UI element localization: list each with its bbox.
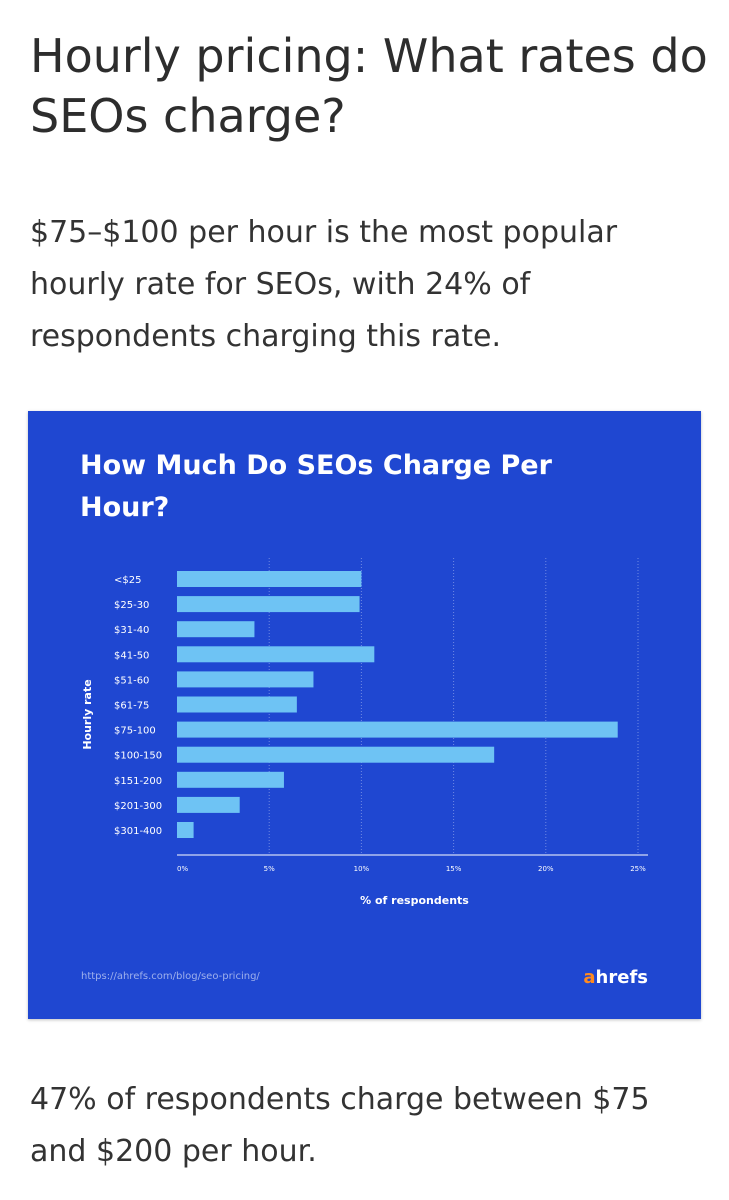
y-axis-title: Hourly rate bbox=[81, 679, 94, 749]
tick-label: 10% bbox=[354, 865, 370, 873]
category-label: $100-150 bbox=[114, 751, 162, 762]
bar-chart: <$25 $25-30 $31-40 $41-50 $51-60 $61-75 $75-10… bbox=[81, 558, 648, 907]
category-label: $75-100 bbox=[114, 726, 156, 737]
category-label: <$25 bbox=[114, 575, 141, 586]
tick-label: 5% bbox=[264, 865, 275, 873]
bar bbox=[177, 746, 495, 763]
category-label: $61-75 bbox=[114, 701, 149, 712]
bar bbox=[177, 771, 284, 788]
bar bbox=[177, 822, 194, 838]
tick-label: 25% bbox=[630, 865, 646, 873]
tick-label: 15% bbox=[446, 865, 462, 873]
bar bbox=[177, 571, 362, 587]
category-label: $51-60 bbox=[114, 675, 149, 686]
bar bbox=[177, 721, 618, 738]
tick-label: 0% bbox=[177, 865, 188, 873]
category-label: $201-300 bbox=[114, 801, 162, 812]
bar bbox=[177, 621, 255, 638]
bar bbox=[177, 796, 240, 813]
category-label: $41-50 bbox=[114, 650, 149, 661]
category-label: $25-30 bbox=[114, 600, 149, 611]
article-heading: Hourly pricing: What rates do SEOs charg… bbox=[30, 29, 708, 143]
bar bbox=[177, 696, 297, 713]
intro-paragraph: $75–$100 per hour is the most popular ho… bbox=[30, 215, 618, 354]
ahrefs-logo: ahrefs bbox=[583, 967, 648, 988]
chart-title: How Much Do SEOs Charge Per Hour? bbox=[80, 450, 552, 523]
chart-card: How Much Do SEOs Charge Per Hour? <$25 $2… bbox=[28, 411, 701, 1019]
category-label: $301-400 bbox=[114, 826, 162, 837]
bar bbox=[177, 646, 375, 663]
source-url[interactable]: https://ahrefs.com/blog/seo-pricing/ bbox=[81, 971, 260, 982]
category-label: $31-40 bbox=[114, 625, 149, 636]
tick-label: 20% bbox=[538, 865, 554, 873]
closing-paragraph: 47% of respondents charge between $75 an… bbox=[30, 1082, 650, 1169]
bar bbox=[177, 671, 314, 688]
category-label: $151-200 bbox=[114, 776, 162, 787]
bar bbox=[177, 596, 360, 613]
x-axis-title: % of respondents bbox=[360, 894, 469, 907]
